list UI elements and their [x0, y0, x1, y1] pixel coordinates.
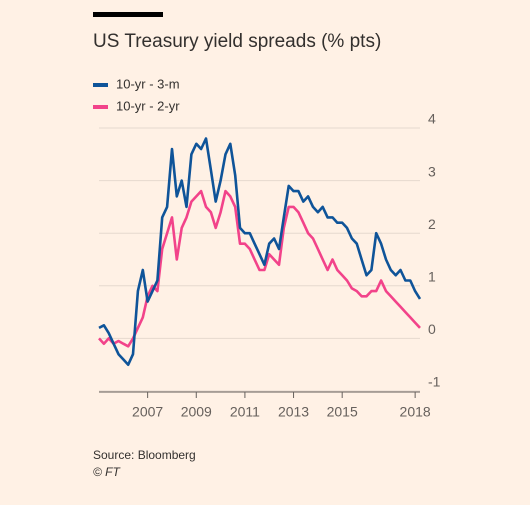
- credit: © FT: [93, 465, 122, 479]
- x-tick-label: 2007: [132, 404, 163, 420]
- y-tick-label: 2: [428, 216, 436, 232]
- x-tick-label: 2013: [278, 404, 309, 420]
- y-tick-label: 4: [428, 111, 436, 127]
- series-line: [98, 137, 422, 366]
- y-tick-label: 1: [428, 269, 436, 285]
- legend-label: 10-yr - 2-yr: [116, 98, 180, 113]
- legend-label: 10-yr - 3-m: [116, 76, 180, 91]
- source: Source: Bloomberg: [93, 448, 196, 462]
- x-tick-label: 2015: [327, 404, 358, 420]
- chart-title: US Treasury yield spreads (% pts): [93, 31, 381, 52]
- series-line: [98, 189, 421, 348]
- x-tick-label: 2009: [181, 404, 212, 420]
- y-tick-label: 3: [428, 163, 436, 179]
- x-tick-label: 2018: [400, 404, 431, 420]
- y-tick-label: 0: [428, 321, 436, 337]
- header-bar: [93, 12, 163, 17]
- y-tick-label: -1: [428, 374, 441, 390]
- x-tick-label: 2011: [230, 404, 260, 420]
